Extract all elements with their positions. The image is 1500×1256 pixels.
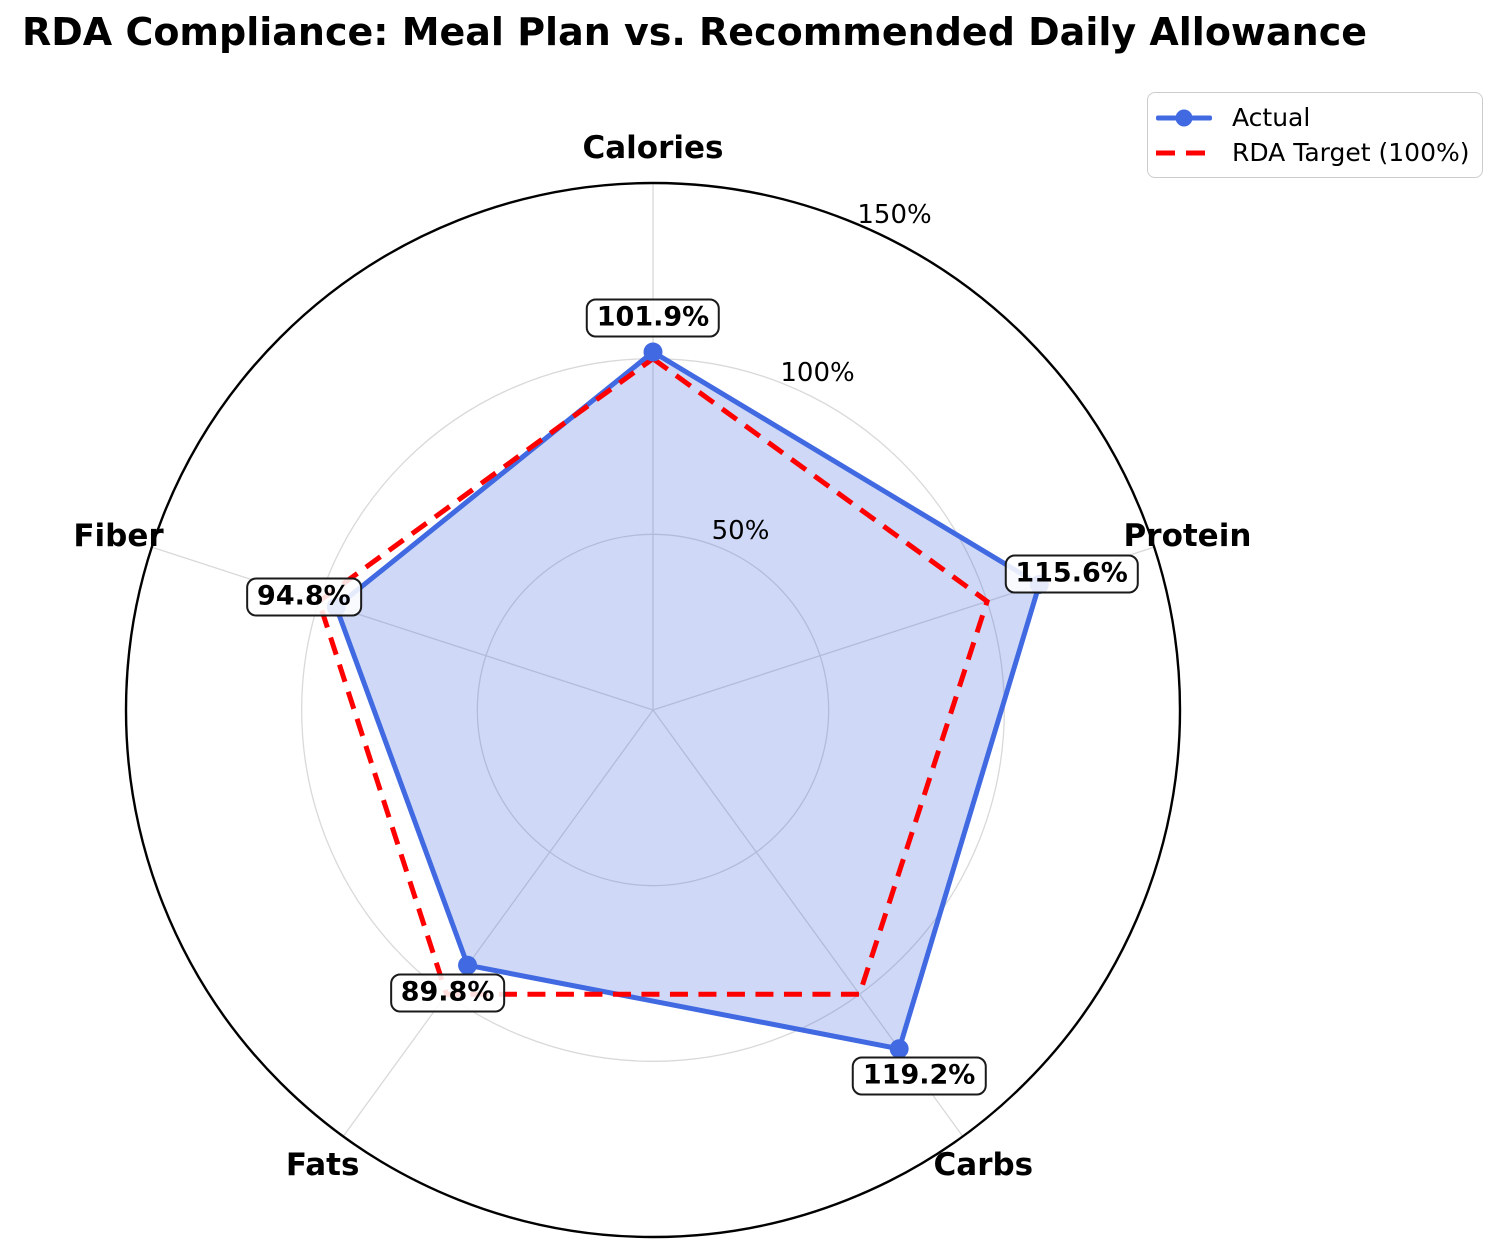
chart-legend: Actual RDA Target (100%) xyxy=(1147,92,1483,178)
legend-item-rda-target: RDA Target (100%) xyxy=(1148,138,1482,167)
rda-target-polygon xyxy=(315,355,991,997)
chart-title: RDA Compliance: Meal Plan vs. Recommende… xyxy=(22,10,1368,54)
legend-label-rda-target: RDA Target (100%) xyxy=(1232,138,1470,167)
rda-dashed-line-swatch-icon xyxy=(1156,144,1212,161)
legend-label-actual: Actual xyxy=(1232,103,1311,132)
legend-item-actual: Actual xyxy=(1148,103,1482,132)
actual-polygon xyxy=(333,349,1042,1052)
actual-marker-protein xyxy=(1029,574,1049,594)
actual-line-swatch-icon xyxy=(1156,109,1212,126)
actual-marker-fats xyxy=(458,955,478,975)
actual-marker-calories xyxy=(643,342,663,362)
actual-marker-carbs xyxy=(889,1039,909,1059)
spoke-fats xyxy=(342,709,654,1137)
spoke-fiber xyxy=(151,546,654,711)
actual-marker-fiber xyxy=(326,597,346,617)
outer-ring xyxy=(124,181,1182,1239)
